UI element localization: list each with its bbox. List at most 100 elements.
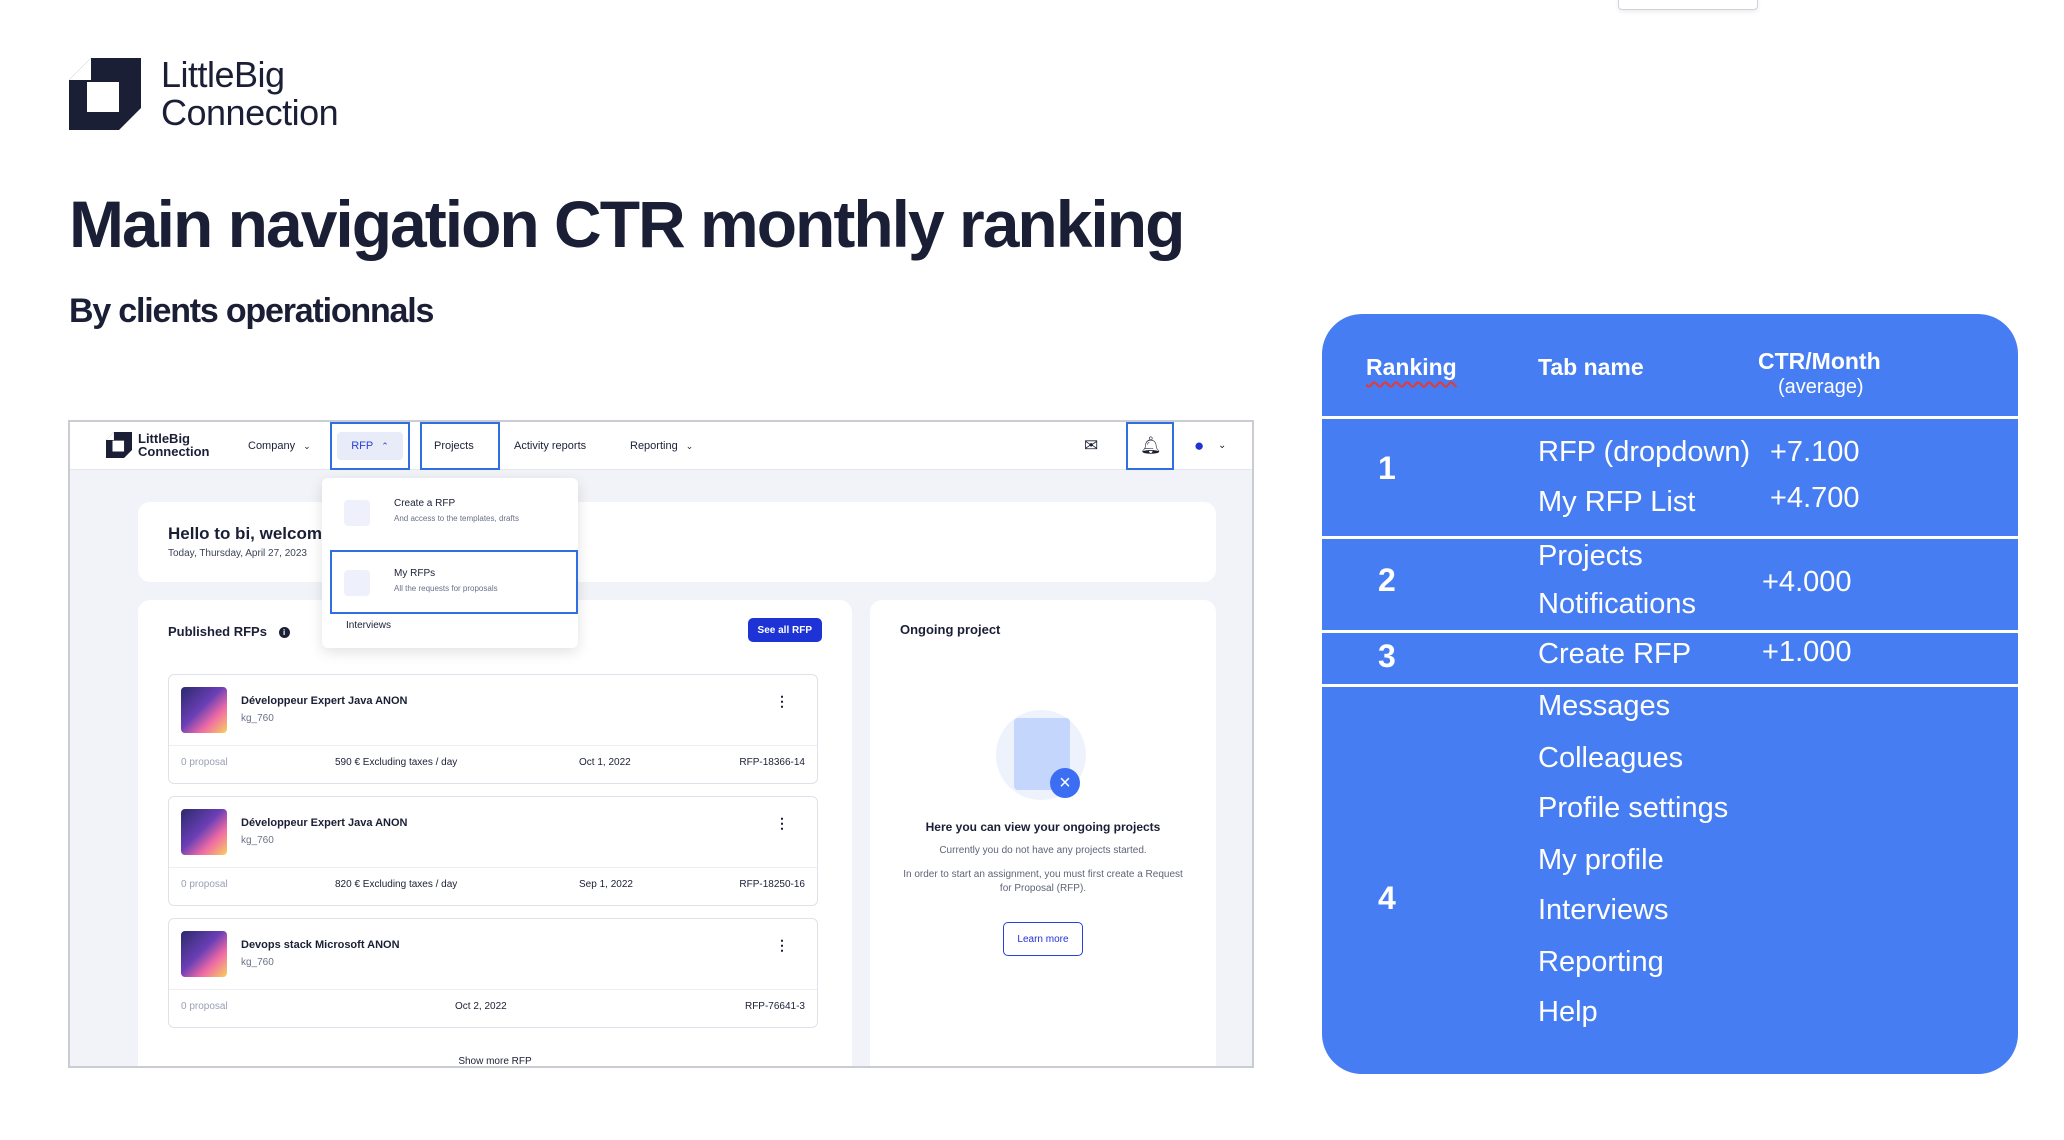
rfp-list-item[interactable]: Développeur Expert Java ANON kg_760 ⋮ 0 … [168,674,818,784]
tab-name: Interviews [1538,894,1669,926]
ctr-ranking-table: Ranking Tab name CTR/Month (average) 1 R… [1322,314,2018,1074]
nav-activity-reports[interactable]: Activity reports [514,422,586,470]
create-rfp-icon [344,500,370,526]
rfp-ref: RFP-18250-16 [739,879,805,890]
my-rfps-highlight-box [330,550,578,614]
rfp-thumbnail [181,809,227,855]
rank-number: 3 [1378,638,1396,674]
nav-projects-label: Projects [434,440,474,452]
rfp-ref: RFP-76641-3 [744,1001,805,1012]
rank-number: 1 [1378,450,1396,486]
mail-icon[interactable]: ✉ [1084,436,1099,455]
tab-name: RFP (dropdown) [1538,436,1751,468]
chevron-down-icon: ⌄ [303,440,311,451]
rfp-date: Oct 1, 2022 [579,757,631,768]
rfp-list-item[interactable]: Développeur Expert Java ANON kg_760 ⋮ 0 … [168,796,818,906]
brand-name: LittleBig Connection [161,54,339,133]
divider [169,867,817,868]
dropdown-item-desc: And access to the templates, drafts [394,514,519,523]
ctr-value: +4.700 [1770,482,1860,514]
divider [169,745,817,746]
rfp-rate: 820 € Excluding taxes / day [335,879,458,890]
tab-name: Colleagues [1538,742,1684,774]
rfp-ref: RFP-18366-14 [739,757,805,768]
rfp-proposals: 0 proposal [181,1001,228,1012]
user-icon[interactable]: ● [1194,436,1205,455]
dropdown-item-title: My RFPs [394,568,436,579]
header-ctr-sub: (average) [1778,376,1864,398]
more-options-icon[interactable]: ⋮ [775,937,789,953]
ongoing-project-title: Ongoing project [900,622,1001,637]
more-options-icon[interactable]: ⋮ [775,693,789,709]
rfp-date: Oct 2, 2022 [455,1001,507,1012]
more-options-icon[interactable]: ⋮ [775,815,789,831]
published-rfps-card: Published RFPs i See all RFP Développeur… [138,600,852,1067]
page-title-text: Main navigation CTR monthly ranking [69,187,1185,261]
dropdown-item-interviews[interactable]: Interviews [346,620,392,631]
info-icon[interactable]: i [278,627,290,639]
app-logo-text: LittleBig Connection [138,431,210,459]
nav-projects[interactable]: Projects [434,422,474,470]
tab-name: Create RFP [1538,638,1692,670]
learn-more-button[interactable]: Learn more [1003,922,1083,956]
chevron-down-icon[interactable]: ⌄ [1218,440,1227,451]
dropdown-item-create-rfp[interactable]: Create a RFP And access to the templates… [322,482,578,542]
nav-rfp[interactable]: RFP ⌃ [337,432,403,460]
rank-number: 2 [1378,562,1396,598]
empty-document-icon: × [996,710,1086,800]
rfp-thumbnail [181,931,227,977]
page-title: Main navigation CTR monthly ranking [69,186,1185,262]
app-top-nav: LittleBig Connection Company ⌄ RFP ⌃ Pro… [70,422,1252,470]
welcome-card: Hello to bi, welcome Today, Thursday, Ap… [138,502,1216,582]
row-divider [1322,536,2018,539]
ongoing-heading: Here you can view your ongoing projects [925,820,1161,834]
dropdown-item-my-rfps[interactable]: My RFPs All the requests for proposals [322,552,578,612]
welcome-title: Hello to bi, welcome [168,524,332,543]
rfp-user: kg_760 [241,835,274,846]
projects-highlight-box [420,422,500,470]
rfp-date: Sep 1, 2022 [579,879,633,890]
ctr-value: +4.000 [1762,566,1852,598]
tab-name: Help [1538,996,1598,1028]
page-subtitle: By clients operationnals [69,292,434,330]
rfp-list-item[interactable]: Devops stack Microsoft ANON kg_760 ⋮ 0 p… [168,918,818,1028]
rfp-proposals: 0 proposal [181,879,228,890]
nav-reporting-label: Reporting [630,440,678,452]
see-all-rfp-button[interactable]: See all RFP [747,618,822,642]
close-icon: × [1050,768,1080,798]
rank-number: 4 [1378,880,1396,916]
tab-name: Reporting [1538,946,1664,978]
brand-header: LittleBig Connection [69,54,339,133]
tab-name: Profile settings [1538,792,1729,824]
header-ctr: CTR/Month [1758,348,1881,374]
app-logo-icon [106,432,132,458]
nav-activity-reports-label: Activity reports [514,440,587,452]
tab-name: Messages [1538,690,1671,722]
tab-name: My RFP List [1538,486,1696,518]
ongoing-text-line1: Currently you do not have any projects s… [939,845,1147,856]
ongoing-project-card: Ongoing project × Here you can view your… [870,600,1216,1066]
row-divider [1322,630,2018,633]
row-divider [1322,416,2018,419]
nav-company[interactable]: Company ⌄ [248,422,311,470]
tab-name: Projects [1538,540,1643,572]
rfp-name: Devops stack Microsoft ANON [241,939,400,951]
rfp-rate: 590 € Excluding taxes / day [335,757,458,768]
app-logo[interactable]: LittleBig Connection [106,432,210,458]
littlebig-logo-icon [69,58,141,130]
chevron-down-icon: ⌄ [685,440,694,451]
show-more-rfp-link[interactable]: Show more RFP [458,1056,532,1067]
rfp-dropdown-menu: Create a RFP And access to the templates… [322,478,578,648]
bell-icon[interactable]: 🔔︎ [1140,436,1162,455]
published-rfps-title: Published RFPs i [168,624,290,639]
chevron-up-icon: ⌃ [381,440,389,451]
notifications-highlight-box [1126,422,1174,470]
app-screenshot: LittleBig Connection Company ⌄ RFP ⌃ Pro… [68,420,1254,1068]
ctr-value: +7.100 [1770,436,1860,468]
rfp-name: Développeur Expert Java ANON [241,695,408,707]
row-divider [1322,684,2018,687]
dropdown-item-desc: All the requests for proposals [394,584,498,593]
tab-name: Notifications [1538,588,1696,620]
nav-reporting[interactable]: Reporting ⌄ [630,422,693,470]
rfp-proposals: 0 proposal [181,757,228,768]
